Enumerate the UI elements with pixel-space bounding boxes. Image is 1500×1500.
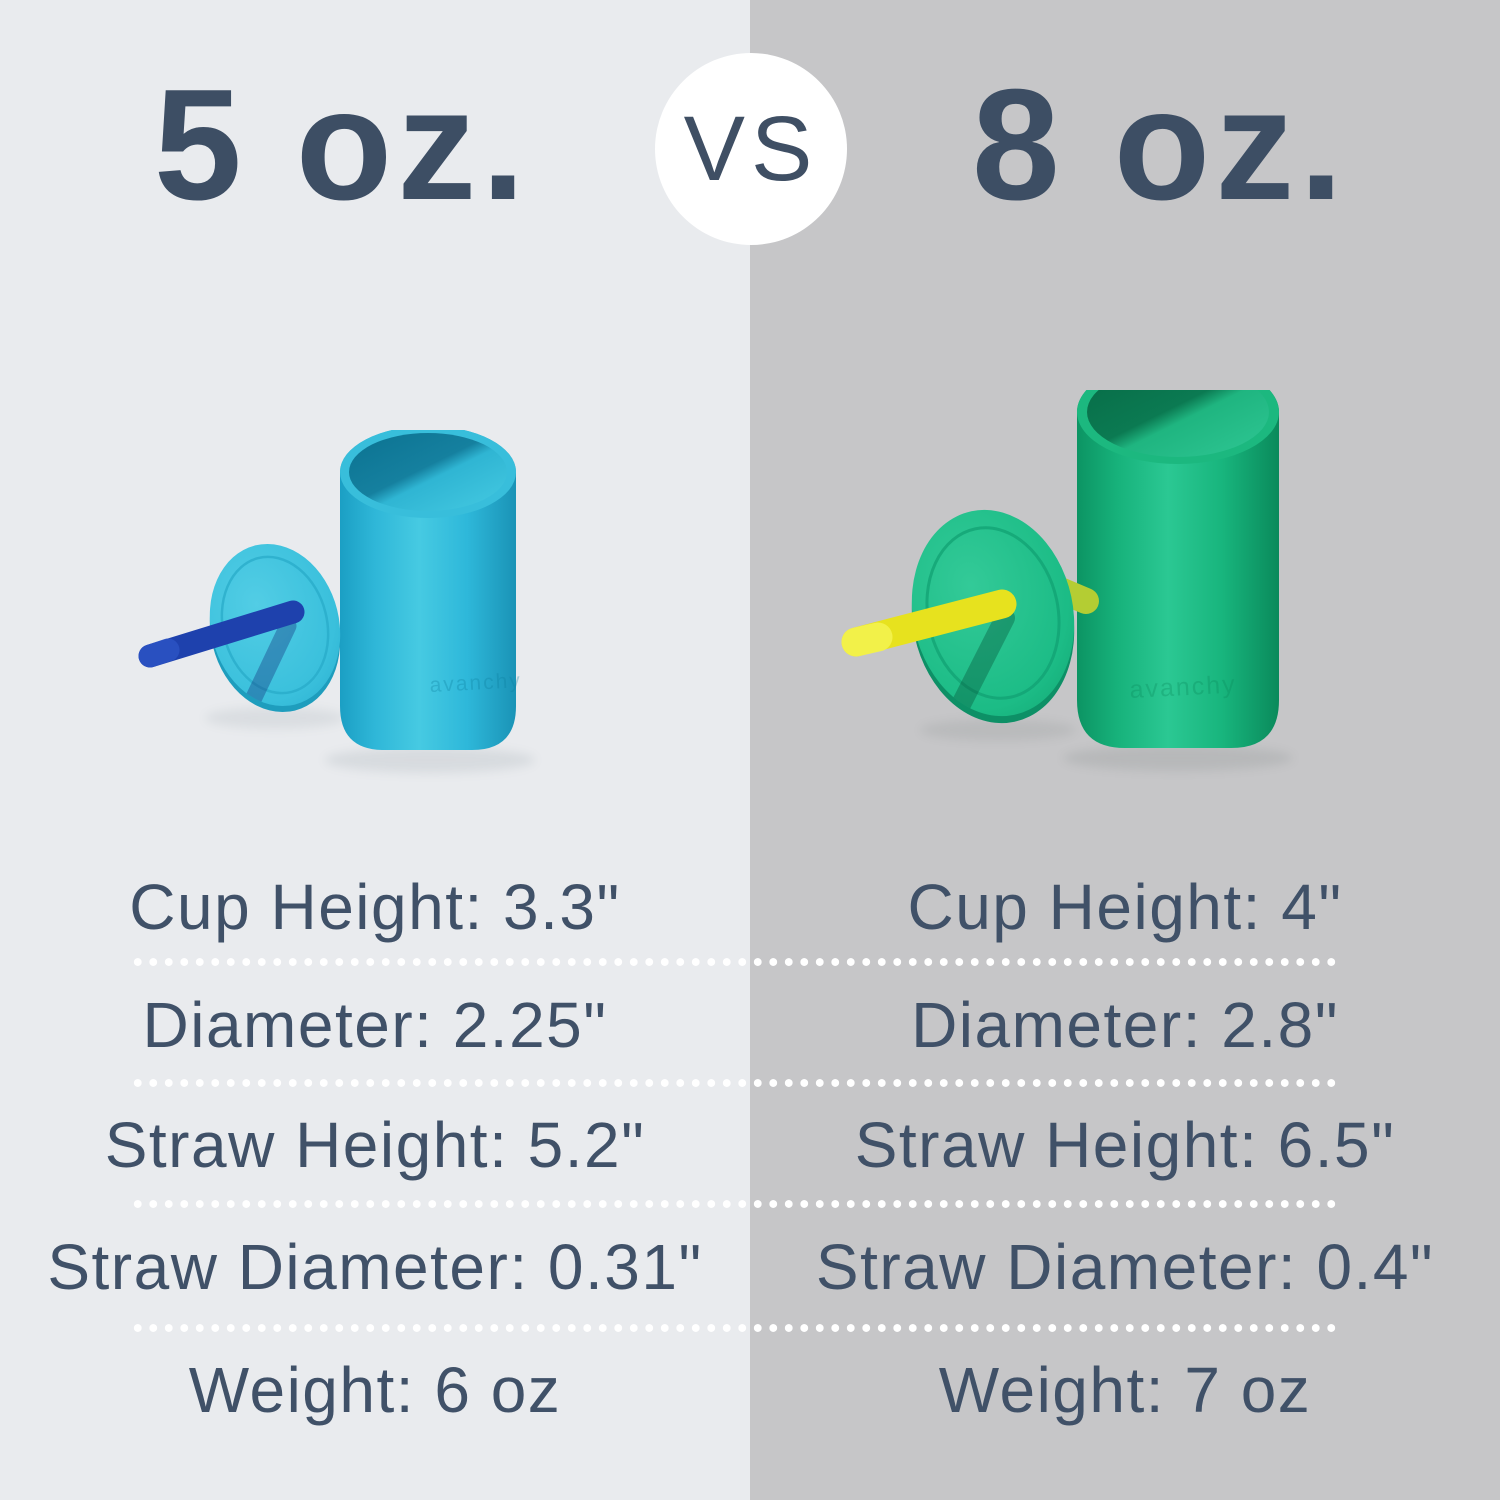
cup-ground-shadow <box>1063 745 1293 771</box>
dotted-separator <box>130 1078 1342 1088</box>
spec-right-straw-diameter: Straw Diameter: 0.4" <box>815 1231 1435 1303</box>
right-size-title: 8 oz. <box>971 57 1349 233</box>
spec-row-diameter: Diameter: 2.25" Diameter: 2.8" <box>0 993 1500 1057</box>
brand-logo-emboss: avanchy <box>429 669 522 697</box>
spec-left-diameter: Diameter: 2.25" <box>142 989 608 1061</box>
brand-logo-emboss: avanchy <box>1129 670 1237 704</box>
spec-row-cup-height: Cup Height: 3.3" Cup Height: 4" <box>0 875 1500 939</box>
cup-body: avanchy <box>1077 390 1279 748</box>
spec-row-straw-diameter: Straw Diameter: 0.31" Straw Diameter: 0.… <box>0 1235 1500 1299</box>
product-photo-5oz-cup: avanchy <box>138 430 535 773</box>
dotted-separator <box>130 957 1342 967</box>
lid-ground-shadow <box>920 719 1076 741</box>
spec-left-cup-height: Cup Height: 3.3" <box>129 871 621 943</box>
cup-ground-shadow <box>325 747 535 773</box>
lid-ground-shadow <box>205 707 345 729</box>
spec-left-straw-height: Straw Height: 5.2" <box>104 1109 646 1181</box>
spec-right-cup-height: Cup Height: 4" <box>907 871 1343 943</box>
spec-right-straw-height: Straw Height: 6.5" <box>854 1109 1396 1181</box>
spec-right-weight: Weight: 7 oz <box>938 1354 1312 1426</box>
spec-row-straw-height: Straw Height: 5.2" Straw Height: 6.5" <box>0 1113 1500 1177</box>
cup-body: avanchy <box>340 430 522 750</box>
dotted-separator <box>130 1323 1342 1333</box>
spec-left-straw-diameter: Straw Diameter: 0.31" <box>47 1231 703 1303</box>
left-size-title: 5 oz. <box>153 57 531 233</box>
straw-shadow <box>221 617 297 721</box>
spec-right-diameter: Diameter: 2.8" <box>911 989 1339 1061</box>
straw <box>138 600 305 668</box>
dotted-separator <box>130 1199 1342 1209</box>
vs-label: VS <box>683 97 819 200</box>
vs-badge: VS <box>655 53 847 245</box>
product-photo-8oz-cup: avanchy <box>841 390 1293 771</box>
spec-left-weight: Weight: 6 oz <box>188 1354 562 1426</box>
spec-row-weight: Weight: 6 oz Weight: 7 oz <box>0 1358 1500 1422</box>
straw <box>841 589 1017 657</box>
